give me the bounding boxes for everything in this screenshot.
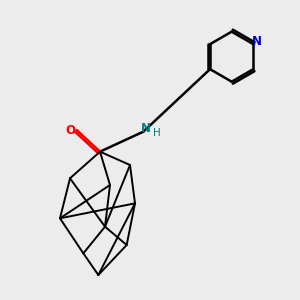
Text: O: O — [66, 124, 76, 136]
Text: H: H — [154, 128, 161, 138]
Text: N: N — [141, 122, 151, 136]
Text: N: N — [252, 35, 262, 48]
